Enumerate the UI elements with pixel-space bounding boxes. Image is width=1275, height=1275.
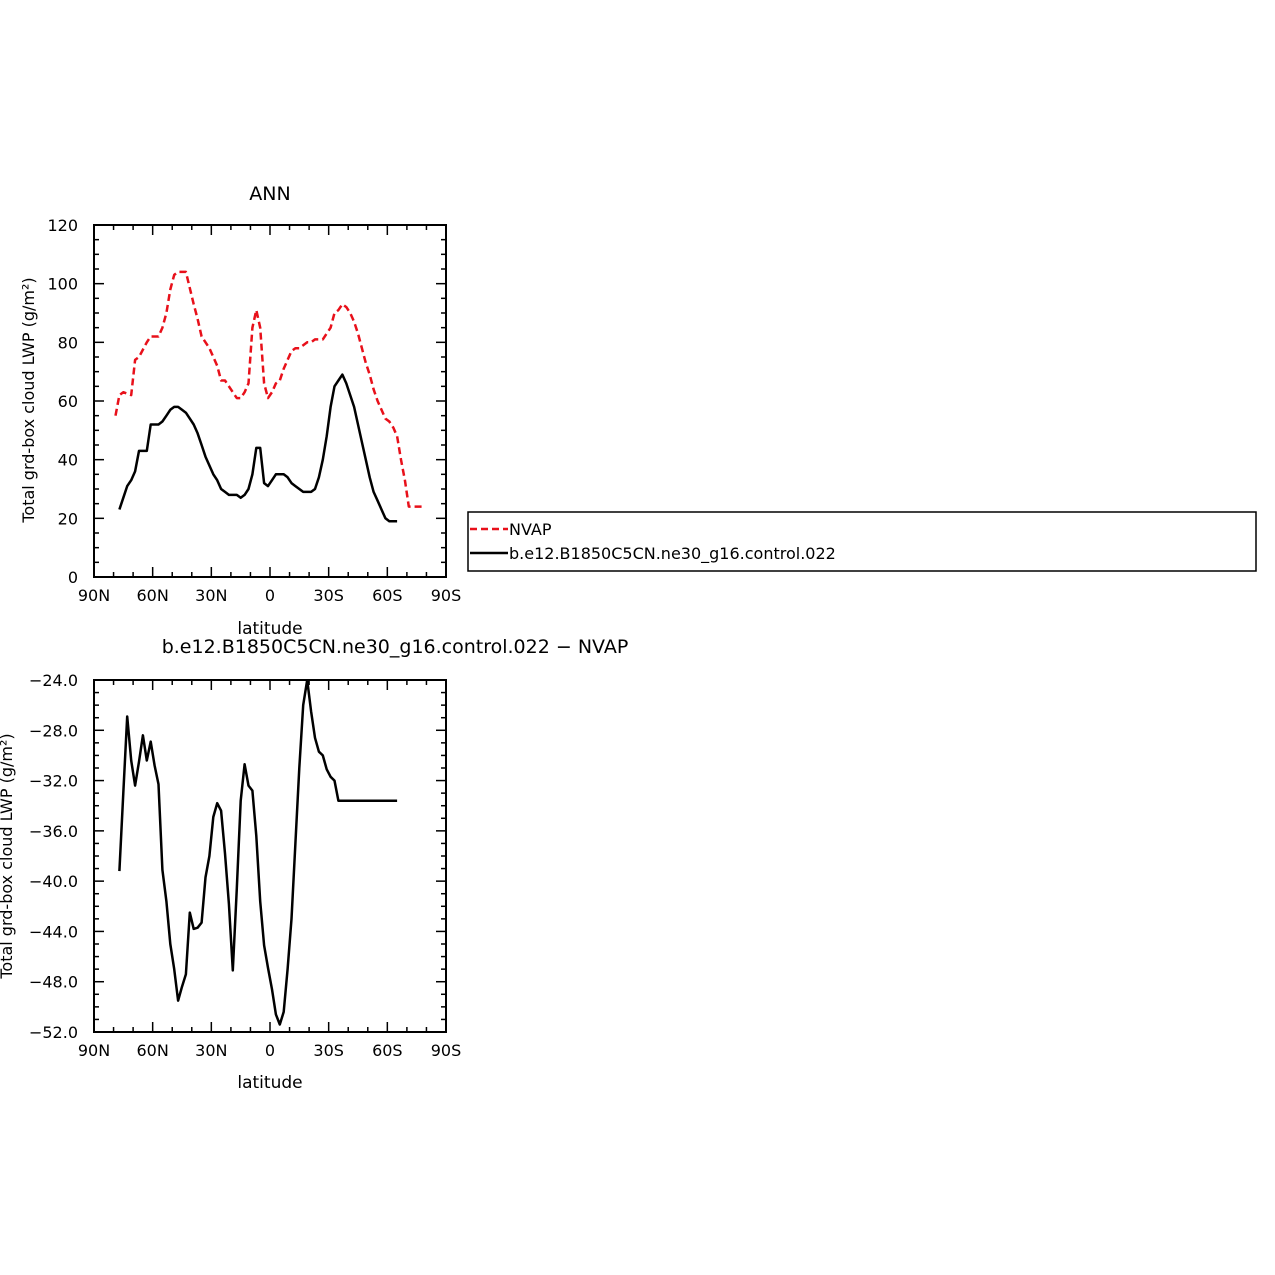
chart1-x-tick-label-2: 30N <box>195 1041 227 1060</box>
chart1-y-tick-label-7: −24.0 <box>29 671 78 690</box>
chart1-y-tick-label-6: −28.0 <box>29 721 78 740</box>
chart0-y-tick-label-6: 120 <box>47 216 78 235</box>
chart0-y-tick-label-5: 100 <box>47 275 78 294</box>
legend-label-model: b.e12.B1850C5CN.ne30_g16.control.022 <box>509 544 836 564</box>
legend-label-nvap: NVAP <box>509 520 552 539</box>
bottom-y-axis-label: Total grd-box cloud LWP (g/m²) <box>0 733 16 979</box>
bottom-chart-title: b.e12.B1850C5CN.ne30_g16.control.022 − N… <box>162 636 629 658</box>
chart0-series-line-0 <box>114 270 425 508</box>
chart1-y-tick-label-0: −52.0 <box>29 1023 78 1042</box>
chart0-y-tick-label-2: 40 <box>58 451 78 470</box>
top-plot-area: 90N 60N 30N 0 30S 60S 90S 0 20 40 60 80 100 120 <box>47 216 461 605</box>
top-line-chart: ANN 90N 60N 30N 0 30S 60S 90S 0 20 40 60 80 100 120 l… <box>19 183 461 639</box>
top-y-axis-label: Total grd-box cloud LWP (g/m²) <box>19 277 38 523</box>
chart1-y-tick-label-1: −48.0 <box>29 973 78 992</box>
chart0-x-tick-label-4: 30S <box>313 586 344 605</box>
chart0-x-tick-label-2: 30N <box>195 586 227 605</box>
chart1-x-tick-label-5: 60S <box>372 1041 403 1060</box>
chart0-x-tick-label-6: 90S <box>431 586 462 605</box>
chart0-x-tick-label-1: 60N <box>137 586 169 605</box>
chart0-series-line-1 <box>118 373 398 523</box>
bottom-plot-area: 90N 60N 30N 0 30S 60S 90S −52.0 −48.0 −44.0 −40.0 −… <box>29 671 461 1060</box>
top-x-axis-label: latitude <box>237 619 302 639</box>
chart1-y-tick-label-3: −40.0 <box>29 872 78 891</box>
chart1-x-tick-label-0: 90N <box>78 1041 110 1060</box>
top-chart-title: ANN <box>249 183 290 205</box>
bottom-x-axis-label: latitude <box>237 1073 302 1093</box>
chart0-x-tick-label-5: 60S <box>372 586 403 605</box>
chart0-y-tick-label-4: 80 <box>58 333 78 352</box>
bottom-line-chart: b.e12.B1850C5CN.ne30_g16.control.022 − N… <box>0 636 628 1093</box>
chart1-x-tick-label-3: 0 <box>265 1041 275 1060</box>
legend: NVAP b.e12.B1850C5CN.ne30_g16.control.02… <box>467 511 1257 572</box>
legend-box <box>467 511 1257 572</box>
chart0-y-tick-label-1: 20 <box>58 509 78 528</box>
chart1-y-tick-label-5: −32.0 <box>29 772 78 791</box>
chart0-y-tick-label-3: 60 <box>58 392 78 411</box>
chart1-series-line-0 <box>118 680 398 1026</box>
chart1-y-tick-label-4: −36.0 <box>29 822 78 841</box>
chart1-x-tick-label-1: 60N <box>137 1041 169 1060</box>
chart0-y-tick-label-0: 0 <box>68 568 78 587</box>
chart0-plot-frame <box>93 224 447 578</box>
chart0-x-tick-label-3: 0 <box>265 586 275 605</box>
chart0-x-tick-label-0: 90N <box>78 586 110 605</box>
chart1-x-tick-label-6: 90S <box>431 1041 462 1060</box>
chart1-x-tick-label-4: 30S <box>313 1041 344 1060</box>
chart1-y-tick-label-2: −44.0 <box>29 922 78 941</box>
